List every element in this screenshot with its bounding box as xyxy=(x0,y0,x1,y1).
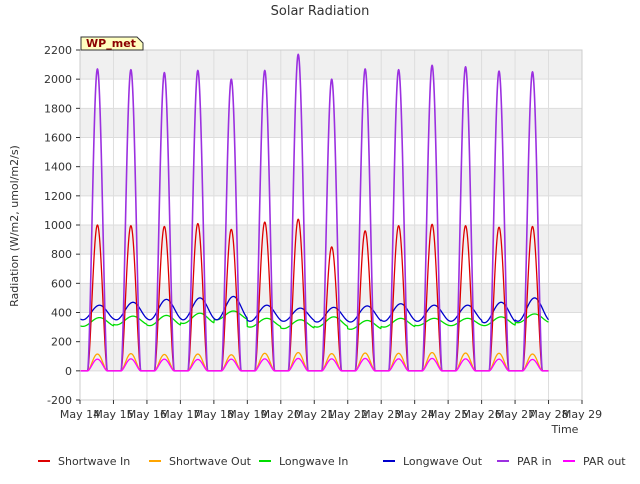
x-tick-label: May 15 xyxy=(93,408,133,421)
y-tick-label: 2200 xyxy=(44,44,72,57)
x-tick-label: May 29 xyxy=(562,408,602,421)
plot-band xyxy=(80,341,582,371)
y-tick-label: 1600 xyxy=(44,132,72,145)
x-tick-label: May 14 xyxy=(60,408,100,421)
station-badge-box xyxy=(80,36,144,51)
plot-band xyxy=(80,195,582,225)
y-tick-label: 1200 xyxy=(44,190,72,203)
x-tick-label: May 21 xyxy=(294,408,334,421)
station-badge: WP_met xyxy=(80,36,144,51)
y-tick-label: 400 xyxy=(51,307,72,320)
x-tick-label: May 28 xyxy=(528,408,568,421)
y-axis-label: Radiation (W/m2, umol/m2/s) xyxy=(8,145,21,307)
y-tick-label: -200 xyxy=(47,394,72,407)
y-tick-label: 0 xyxy=(65,365,72,378)
y-axis-ticks: -200 0 200 400 600 800 1000 1200 1400 1600 1800 200… xyxy=(44,44,80,407)
x-tick-label: May 22 xyxy=(328,408,368,421)
y-tick-label: 600 xyxy=(51,277,72,290)
x-tick-label: May 25 xyxy=(428,408,468,421)
x-axis-label: Time xyxy=(551,423,579,436)
y-tick-label: 200 xyxy=(51,336,72,349)
x-tick-label: May 27 xyxy=(495,408,535,421)
x-tick-label: May 18 xyxy=(194,408,234,421)
x-tick-label: May 19 xyxy=(227,408,267,421)
x-tick-label: May 23 xyxy=(361,408,401,421)
x-tick-label: May 20 xyxy=(261,408,301,421)
series-line-par-out xyxy=(79,357,549,372)
chart-title: Solar Radiation xyxy=(271,4,370,19)
legend: Shortwave In Shortwave Out Longwave In Long… xyxy=(38,455,626,468)
legend-label: Shortwave In xyxy=(58,455,130,468)
legend-label: Longwave In xyxy=(279,455,348,468)
x-tick-label: May 17 xyxy=(160,408,200,421)
y-tick-label: 1400 xyxy=(44,161,72,174)
x-tick-label: May 24 xyxy=(395,408,435,421)
legend-label: Shortwave Out xyxy=(169,455,252,468)
y-tick-label: 2000 xyxy=(44,73,72,86)
plot-band xyxy=(80,108,582,138)
series-layer xyxy=(79,53,550,372)
legend-label: PAR in xyxy=(517,455,552,468)
legend-label: PAR out xyxy=(583,455,626,468)
y-tick-label: 800 xyxy=(51,248,72,261)
legend-label: Longwave Out xyxy=(403,455,483,468)
x-tick-label: May 16 xyxy=(127,408,167,421)
plot-band xyxy=(80,370,582,400)
plot-band xyxy=(80,50,582,80)
y-tick-label: 1800 xyxy=(44,102,72,115)
x-tick-label: May 26 xyxy=(461,408,501,421)
station-badge-label: WP_met xyxy=(86,37,136,50)
plot-band xyxy=(80,254,582,284)
y-tick-label: 1000 xyxy=(44,219,72,232)
plot-band xyxy=(80,166,582,196)
plot-band xyxy=(80,137,582,167)
